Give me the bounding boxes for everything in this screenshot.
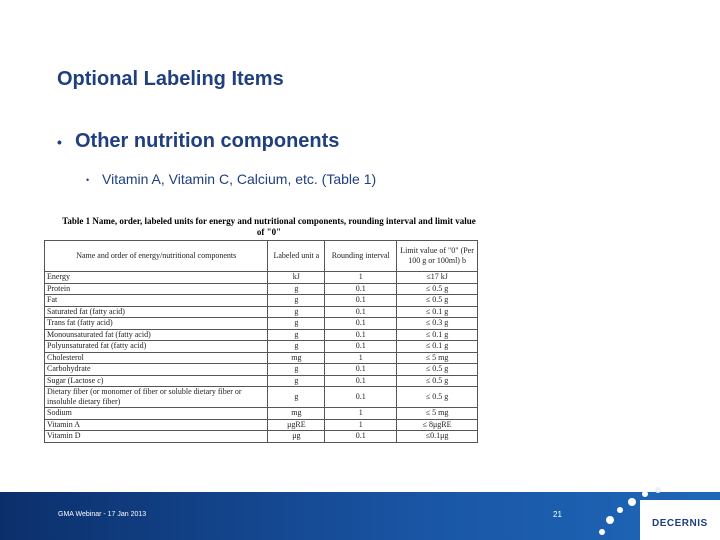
table-row: Sodium mg 1 ≤ 5 mg	[43, 407, 478, 420]
table-cell: g	[267, 328, 326, 341]
table-cell: Vitamin D	[43, 430, 269, 443]
bullet-text: Other nutrition components	[75, 130, 340, 152]
table-cell: g	[267, 294, 326, 307]
table-cell: μgRE	[267, 418, 326, 431]
table-cell: 0.1	[324, 282, 398, 295]
table-cell: g	[267, 340, 326, 353]
table-cell: Dietary fiber (or monomer of fiber or so…	[43, 386, 269, 408]
table-cell: g	[267, 305, 326, 318]
header-row: Name and order of energy/nutritional com…	[43, 240, 478, 272]
table-cell: 0.1	[324, 328, 398, 341]
table-cell: Protein	[43, 282, 269, 295]
table-cell: ≤ 8μgRE	[396, 418, 478, 431]
table-cell: ≤ 0.5 g	[396, 294, 478, 307]
table-cell: Sodium	[43, 407, 269, 420]
table-cell: Polyunsaturated fat (fatty acid)	[43, 340, 269, 353]
table-cell: Sugar (Lactose c)	[43, 374, 269, 387]
column-header: Labeled unit a	[267, 240, 326, 272]
table-row: Monounsaturated fat (fatty acid) g 0.1 ≤ 0.…	[43, 328, 478, 341]
table-row: Cholesterol mg 1 ≤ 5 mg	[43, 351, 478, 364]
table-cell: ≤ 0.5 g	[396, 363, 478, 376]
table-cell: μg	[267, 430, 326, 443]
table-cell: ≤ 0.1 g	[396, 340, 478, 353]
table-cell: Vitamin A	[43, 418, 269, 431]
table-cell: ≤ 0.1 g	[396, 328, 478, 341]
table-cell: ≤ 0.5 g	[396, 386, 478, 408]
table-cell: 1	[324, 418, 398, 431]
table-cell: 0.1	[324, 294, 398, 307]
table-cell: g	[267, 363, 326, 376]
table-cell: 1	[324, 351, 398, 364]
footer: GMA Webinar - 17 Jan 2013 21	[0, 492, 720, 540]
table-row: Sugar (Lactose c) g 0.1 ≤ 0.5 g	[43, 374, 478, 387]
logo: DECERNIS	[652, 518, 708, 529]
table-cell: ≤ 0.5 g	[396, 282, 478, 295]
column-header: Rounding interval	[324, 240, 398, 272]
table-cell: Carbohydrate	[43, 363, 269, 376]
table-cell: 0.1	[324, 386, 398, 408]
footer-text: GMA Webinar - 17 Jan 2013	[58, 511, 147, 518]
table-row: Protein g 0.1 ≤ 0.5 g	[43, 282, 478, 295]
table-cell: 0.1	[324, 363, 398, 376]
bullet: • Other nutrition components	[57, 130, 340, 152]
logo-dots	[599, 487, 661, 535]
table-cell: Energy	[43, 271, 269, 284]
table-cell: mg	[267, 351, 326, 364]
table-cell: Cholesterol	[43, 351, 269, 364]
table-cell: ≤ 0.1 g	[396, 305, 478, 318]
table-cell: g	[267, 317, 326, 330]
slide-title: Optional Labeling Items	[57, 68, 284, 90]
table-row: Trans fat (fatty acid) g 0.1 ≤ 0.3 g	[43, 317, 478, 330]
table-cell: g	[267, 386, 326, 408]
sub-bullet-text: Vitamin A, Vitamin C, Calcium, etc. (Tab…	[102, 171, 377, 187]
table-cell: g	[267, 282, 326, 295]
table-cell: ≤ 0.5 g	[396, 374, 478, 387]
table-row: Dietary fiber (or monomer of fiber or so…	[43, 386, 478, 408]
table-cell: ≤ 5 mg	[396, 407, 478, 420]
table-cell: Fat	[43, 294, 269, 307]
sub-bullet: • Vitamin A, Vitamin C, Calcium, etc. (Ta…	[86, 171, 377, 187]
table-cell: Trans fat (fatty acid)	[43, 317, 269, 330]
table-cell: ≤ 0.3 g	[396, 317, 478, 330]
table-cell: mg	[267, 407, 326, 420]
table-cell: 0.1	[324, 430, 398, 443]
table-cell: 1	[324, 271, 398, 284]
table-cell: ≤0.1μg	[396, 430, 478, 443]
logo-box	[640, 500, 720, 540]
table-cell: ≤ 5 mg	[396, 351, 478, 364]
table-cell: Saturated fat (fatty acid)	[43, 305, 269, 318]
table-cell: 0.1	[324, 340, 398, 353]
table-cell: 0.1	[324, 374, 398, 387]
table-caption: Table 1 Name, order, labeled units for e…	[62, 216, 476, 237]
table-cell: g	[267, 374, 326, 387]
page-number: 21	[553, 510, 562, 519]
table-row: Polyunsaturated fat (fatty acid) g 0.1 ≤ 0.…	[43, 340, 478, 353]
table-row: Carbohydrate g 0.1 ≤ 0.5 g	[43, 363, 478, 376]
table-cell: 0.1	[324, 317, 398, 330]
column-header: Limit value of "0" (Per 100 g or 100ml) …	[396, 240, 478, 272]
table-cell: Monounsaturated fat (fatty acid)	[43, 328, 269, 341]
column-header: Name and order of energy/nutritional com…	[43, 240, 269, 272]
table-cell: ≤17 kJ	[396, 271, 478, 284]
table-cell: kJ	[267, 271, 326, 284]
table-cell: 0.1	[324, 305, 398, 318]
nutrition-table: Name and order of energy/nutritional com…	[43, 240, 478, 443]
table-row: Saturated fat (fatty acid) g 0.1 ≤ 0.1 g	[43, 305, 478, 318]
table-row: Fat g 0.1 ≤ 0.5 g	[43, 294, 478, 307]
table-cell: 1	[324, 407, 398, 420]
table-row: Energy kJ 1 ≤17 kJ	[43, 271, 478, 284]
